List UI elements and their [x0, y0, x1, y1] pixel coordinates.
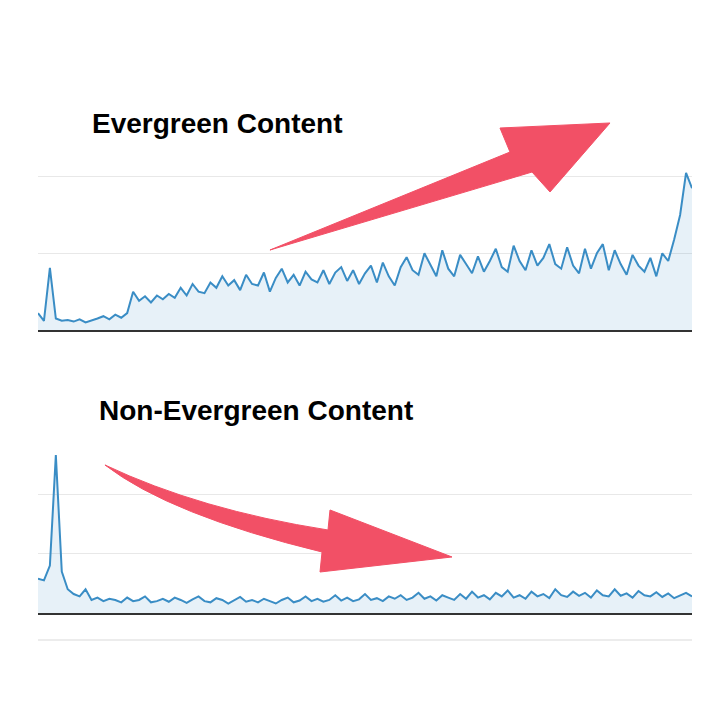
svg-text:Evergreen Content: Evergreen Content — [92, 108, 343, 139]
svg-text:Non-Evergreen Content: Non-Evergreen Content — [99, 395, 413, 426]
